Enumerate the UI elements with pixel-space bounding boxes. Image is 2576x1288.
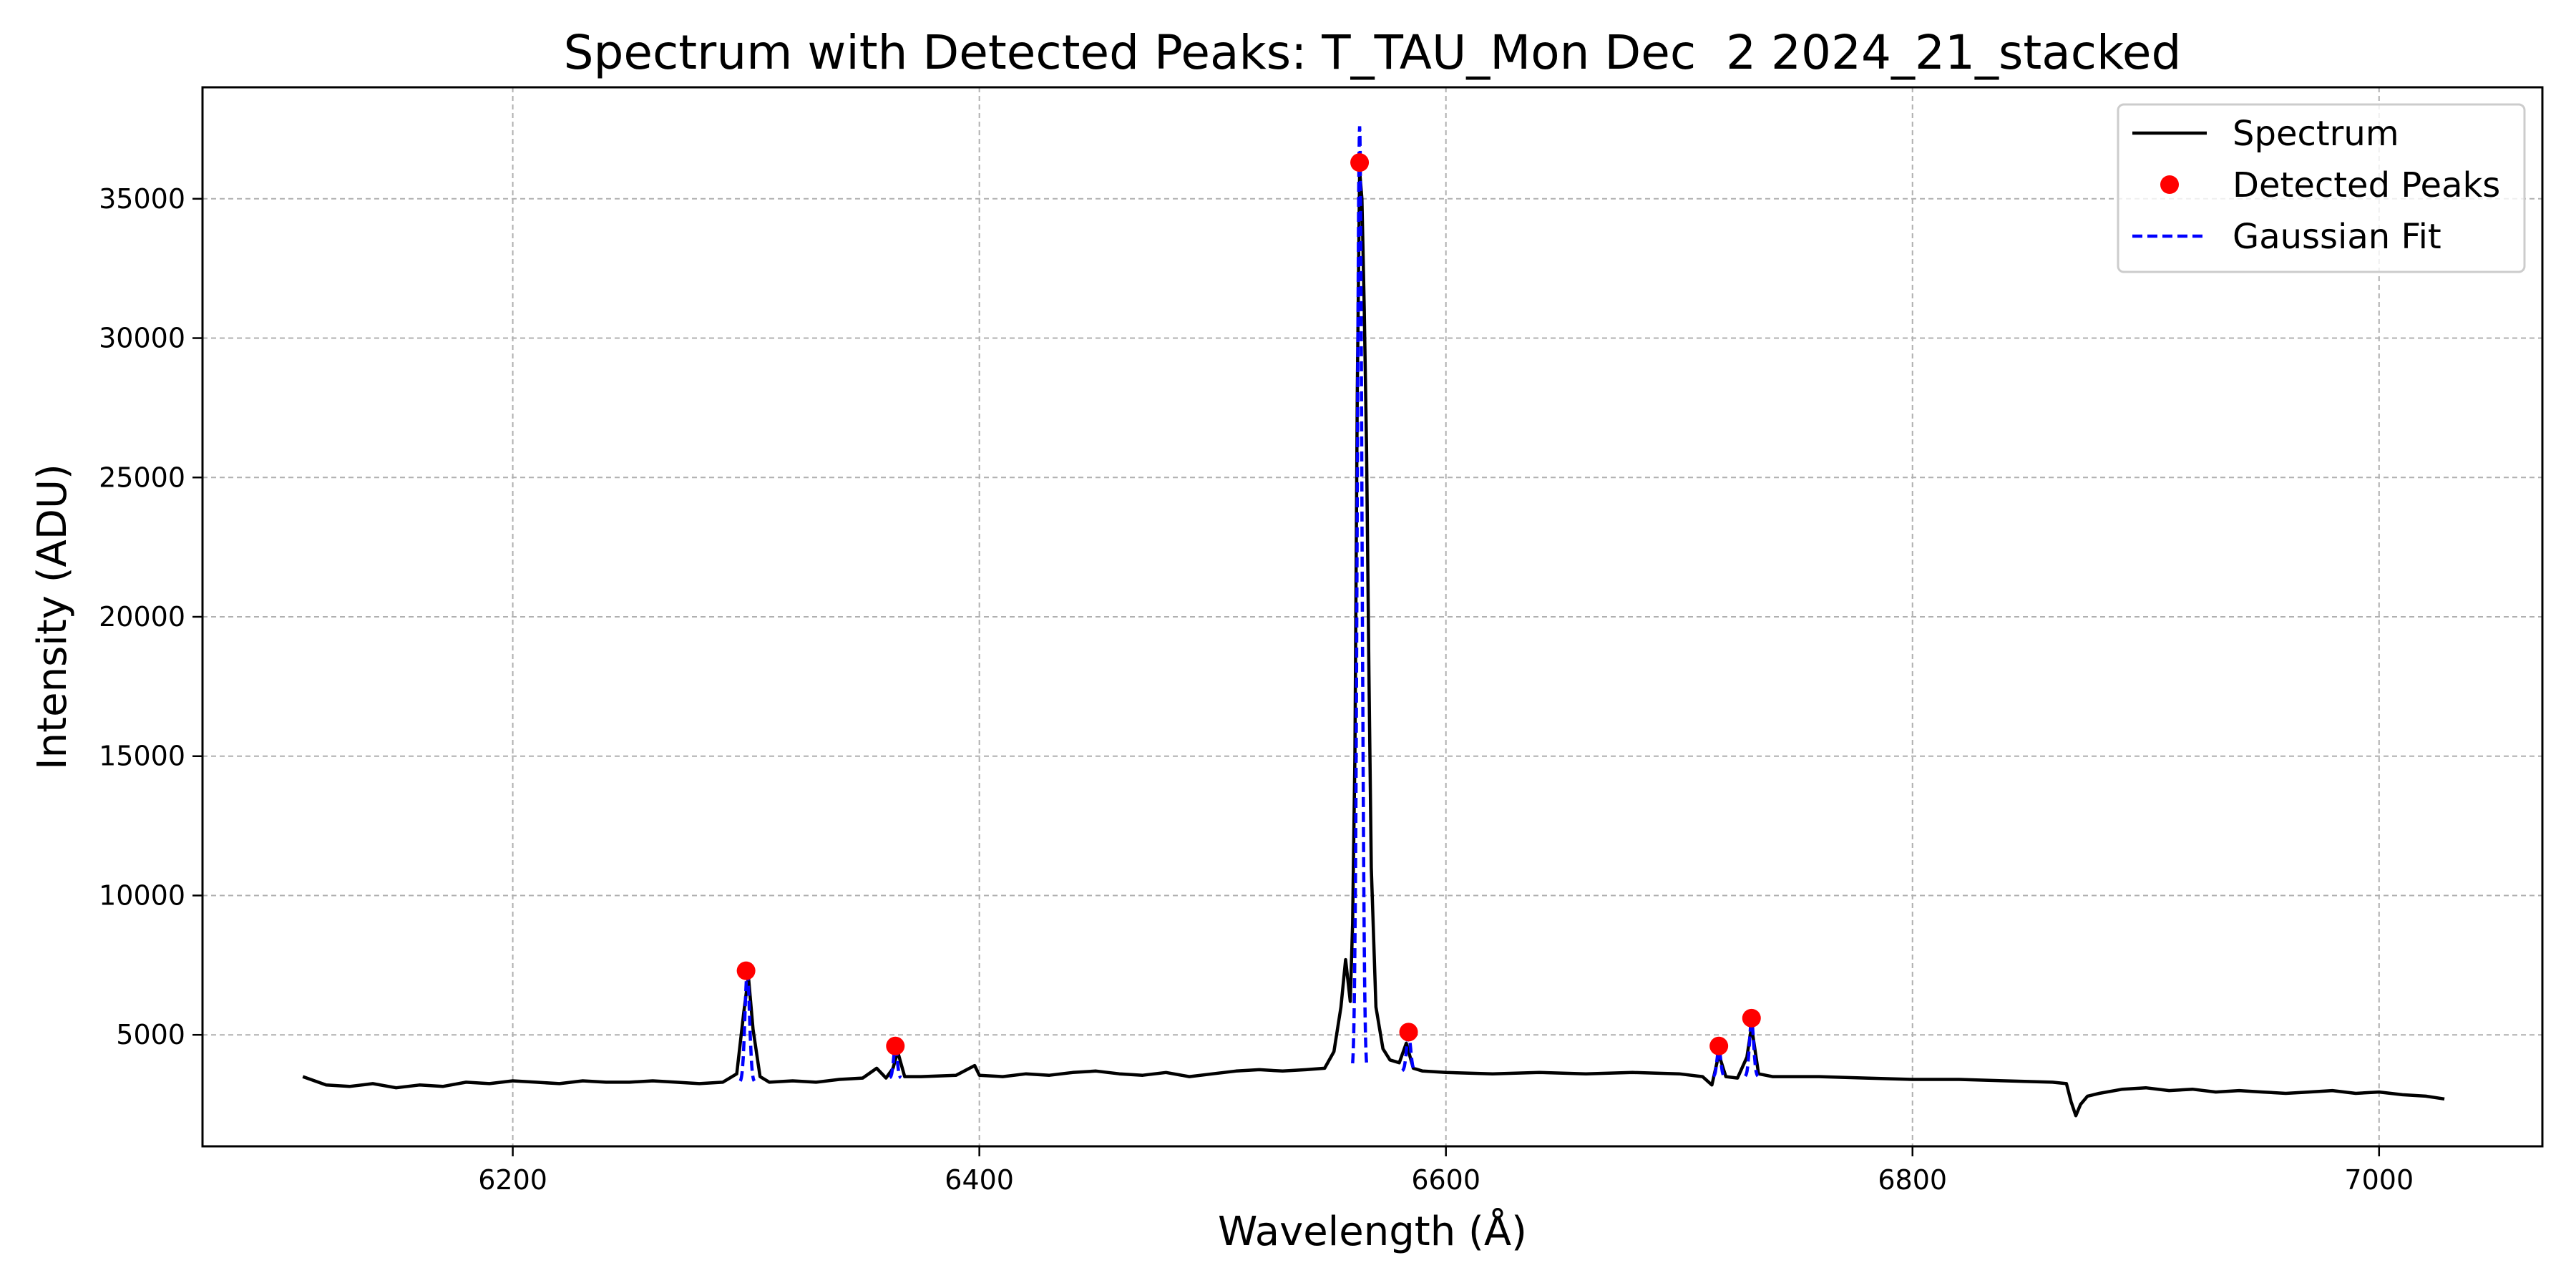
ticks-layer: 6200 6400 6600 6800 7000 5000 10000 15000 20000 2… [99, 183, 2414, 1196]
spectrum-line [302, 169, 2445, 1118]
peak-marker [1350, 153, 1370, 172]
legend-box [2117, 103, 2526, 273]
peak-marker [1399, 1023, 1418, 1042]
peak-marker [1742, 1008, 1761, 1028]
gaussian-fit-curve [1351, 126, 1369, 1064]
y-tick-label: 25000 [99, 462, 185, 493]
peak-marker [886, 1036, 905, 1055]
y-tick-label: 30000 [99, 323, 185, 354]
x-tick-label: 6600 [1411, 1164, 1480, 1196]
y-axis-label: Intensity (ADU) [29, 464, 76, 770]
peak-marker [736, 961, 756, 980]
peak-marker [1709, 1036, 1729, 1055]
y-tick-label: 35000 [99, 183, 185, 215]
y-tick-label: 20000 [99, 601, 185, 633]
chart-title: Spectrum with Detected Peaks: T_TAU_Mon … [564, 25, 2182, 80]
legend-label: Detected Peaks [2233, 165, 2500, 205]
legend-label: Spectrum [2233, 114, 2399, 154]
x-tick-label: 7000 [2344, 1164, 2414, 1196]
gaussian-fit-curve [1712, 1046, 1726, 1078]
x-tick-label: 6200 [478, 1164, 547, 1196]
y-tick-label: 10000 [99, 879, 185, 911]
y-tick-label: 5000 [116, 1019, 185, 1050]
x-tick-label: 6400 [945, 1164, 1014, 1196]
y-tick-label: 15000 [99, 741, 185, 772]
x-tick-label: 6800 [1878, 1164, 1947, 1196]
legend-label: Gaussian Fit [2233, 217, 2441, 257]
x-axis-label: Wavelength (Å) [1218, 1208, 1527, 1255]
legend: Spectrum Detected Peaks Gaussian Fit [2117, 103, 2526, 273]
data-layer [302, 126, 2445, 1118]
gaussian-fit-curve [1744, 1018, 1760, 1078]
legend-dot-swatch [2160, 175, 2179, 194]
